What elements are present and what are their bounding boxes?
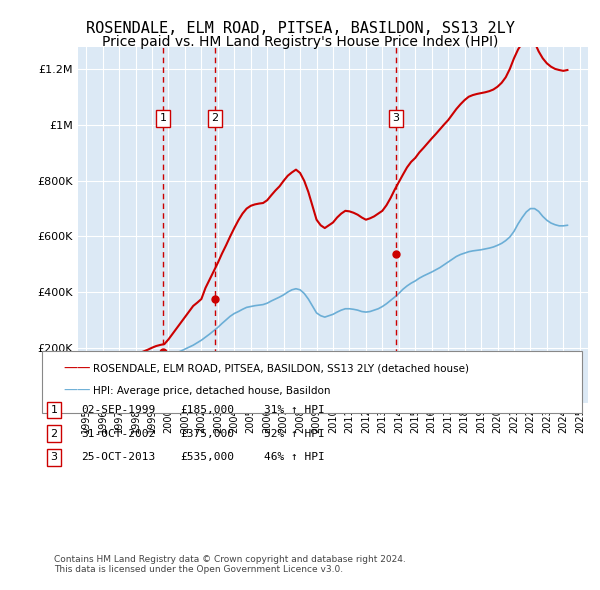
Text: 31% ↑ HPI: 31% ↑ HPI xyxy=(264,405,325,415)
Text: 1: 1 xyxy=(160,113,167,123)
Text: 3: 3 xyxy=(50,453,58,462)
Text: 3: 3 xyxy=(392,113,399,123)
Text: ROSENDALE, ELM ROAD, PITSEA, BASILDON, SS13 2LY (detached house): ROSENDALE, ELM ROAD, PITSEA, BASILDON, S… xyxy=(93,364,469,373)
Text: Contains HM Land Registry data © Crown copyright and database right 2024.
This d: Contains HM Land Registry data © Crown c… xyxy=(54,555,406,574)
Text: 52% ↑ HPI: 52% ↑ HPI xyxy=(264,429,325,438)
Text: 1: 1 xyxy=(50,405,58,415)
Text: ——: —— xyxy=(63,384,91,398)
Text: 02-SEP-1999: 02-SEP-1999 xyxy=(81,405,155,415)
Text: £185,000: £185,000 xyxy=(180,405,234,415)
Text: Price paid vs. HM Land Registry's House Price Index (HPI): Price paid vs. HM Land Registry's House … xyxy=(102,35,498,50)
Text: 2: 2 xyxy=(50,429,58,438)
Text: ROSENDALE, ELM ROAD, PITSEA, BASILDON, SS13 2LY: ROSENDALE, ELM ROAD, PITSEA, BASILDON, S… xyxy=(86,21,514,35)
Text: 2: 2 xyxy=(211,113,218,123)
Text: HPI: Average price, detached house, Basildon: HPI: Average price, detached house, Basi… xyxy=(93,386,331,396)
Text: £535,000: £535,000 xyxy=(180,453,234,462)
Text: 46% ↑ HPI: 46% ↑ HPI xyxy=(264,453,325,462)
Text: 25-OCT-2013: 25-OCT-2013 xyxy=(81,453,155,462)
Text: ——: —— xyxy=(63,362,91,376)
Text: 31-OCT-2002: 31-OCT-2002 xyxy=(81,429,155,438)
Text: £375,000: £375,000 xyxy=(180,429,234,438)
